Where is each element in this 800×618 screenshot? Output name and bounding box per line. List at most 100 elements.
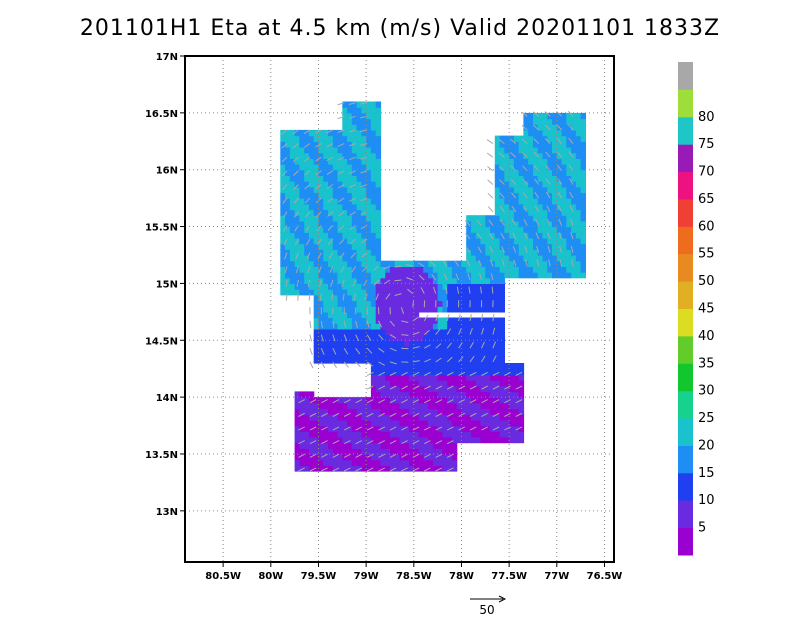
wind-speed-cell — [509, 419, 515, 427]
wind-speed-cell — [580, 237, 586, 245]
wind-speed-cell — [342, 277, 348, 284]
wind-vector — [316, 225, 322, 232]
wind-speed-cell — [471, 237, 477, 245]
wind-speed-cell — [537, 237, 544, 245]
wind-speed-cell — [418, 459, 424, 466]
wind-speed-cell — [509, 408, 515, 415]
wind-speed-cell — [308, 226, 315, 233]
wind-speed-cell — [366, 419, 372, 427]
wind-speed-cell — [432, 374, 439, 381]
wind-speed-cell — [580, 243, 586, 250]
wind-speed-cell — [342, 272, 348, 279]
wind-speed-cell — [418, 448, 424, 455]
wind-speed-cell — [447, 266, 453, 273]
wind-vector — [501, 259, 505, 267]
wind-vector — [424, 385, 431, 390]
wind-speed-cell — [351, 203, 358, 211]
wind-speed-cell — [299, 454, 305, 461]
wind-speed-cell — [332, 459, 339, 466]
wind-speed-cell — [375, 141, 382, 148]
colorbar-segment — [678, 390, 693, 419]
wind-speed-cell — [566, 129, 572, 137]
wind-speed-cell — [542, 124, 548, 131]
wind-speed-cell — [518, 425, 525, 432]
wind-speed-cell — [366, 317, 372, 324]
wind-speed-cell — [304, 431, 310, 438]
wind-speed-cell — [351, 107, 358, 114]
wind-speed-cell — [509, 232, 515, 239]
wind-speed-cell — [351, 237, 358, 245]
wind-speed-cell — [294, 391, 300, 398]
wind-speed-cell — [375, 442, 382, 449]
wind-vector — [455, 273, 460, 281]
wind-speed-cell — [370, 203, 377, 211]
wind-vector — [536, 259, 540, 267]
wind-speed-cell — [313, 328, 320, 336]
wind-speed-cell — [332, 323, 339, 330]
wind-speed-cell — [337, 226, 343, 233]
wind-speed-cell — [385, 425, 391, 432]
wind-speed-cell — [461, 260, 467, 267]
wind-speed-cell — [308, 436, 315, 444]
wind-speed-cell — [542, 181, 548, 188]
wind-speed-cell — [399, 436, 405, 444]
wind-speed-cell — [304, 283, 310, 290]
wind-speed-cell — [513, 363, 520, 370]
wind-speed-cell — [342, 249, 348, 256]
wind-speed-cell — [289, 164, 296, 171]
wind-speed-cell — [375, 101, 382, 108]
wind-speed-cell — [537, 169, 544, 176]
wind-speed-cell — [285, 255, 291, 262]
wind-speed-cell — [332, 317, 339, 324]
wind-speed-cell — [313, 397, 320, 404]
wind-speed-cell — [280, 135, 286, 142]
wind-speed-cell — [499, 158, 505, 165]
wind-speed-cell — [423, 351, 429, 358]
wind-vector — [458, 313, 461, 322]
wind-speed-cell — [494, 277, 501, 284]
wind-speed-cell — [437, 425, 443, 432]
wind-speed-cell — [428, 380, 434, 387]
wind-vector — [389, 399, 397, 404]
wind-speed-cell — [466, 266, 472, 273]
wind-speed-cell — [466, 328, 472, 336]
wind-speed-cell — [461, 431, 467, 438]
wind-speed-cell — [313, 454, 320, 461]
wind-vector — [435, 426, 443, 431]
wind-speed-cell — [523, 209, 529, 216]
wind-vector — [476, 233, 482, 240]
wind-speed-cell — [285, 129, 291, 137]
wind-speed-cell — [351, 425, 358, 432]
wind-speed-cell — [409, 425, 415, 432]
wind-speed-cell — [313, 249, 320, 256]
wind-speed-cell — [313, 255, 320, 262]
wind-speed-cell — [399, 363, 405, 370]
wind-speed-cell — [347, 448, 353, 455]
wind-speed-cell — [437, 459, 443, 466]
wind-speed-cell — [280, 283, 286, 290]
wind-speed-cell — [413, 311, 420, 319]
wind-speed-cell — [580, 232, 586, 239]
wind-speed-cell — [280, 169, 286, 176]
wind-vector — [500, 232, 505, 240]
wind-speed-cell — [409, 328, 415, 336]
wind-speed-cell — [513, 266, 520, 273]
wind-speed-cell — [318, 419, 324, 427]
wind-speed-cell — [571, 141, 577, 148]
wind-speed-cell — [456, 351, 463, 358]
wind-speed-cell — [337, 459, 343, 466]
wind-speed-cell — [351, 135, 358, 142]
wind-vector — [446, 328, 452, 335]
wind-speed-cell — [442, 425, 448, 432]
wind-speed-cell — [351, 436, 358, 444]
wind-speed-cell — [480, 363, 486, 370]
wind-speed-cell — [409, 346, 415, 353]
wind-speed-cell — [370, 294, 377, 302]
wind-vector — [366, 371, 374, 376]
wind-speed-cell — [461, 340, 467, 347]
wind-speed-cell — [480, 436, 486, 444]
y-tick-label: 16N — [156, 166, 178, 177]
wind-speed-cell — [428, 260, 434, 267]
wind-speed-cell — [318, 442, 324, 449]
wind-speed-cell — [518, 368, 525, 375]
